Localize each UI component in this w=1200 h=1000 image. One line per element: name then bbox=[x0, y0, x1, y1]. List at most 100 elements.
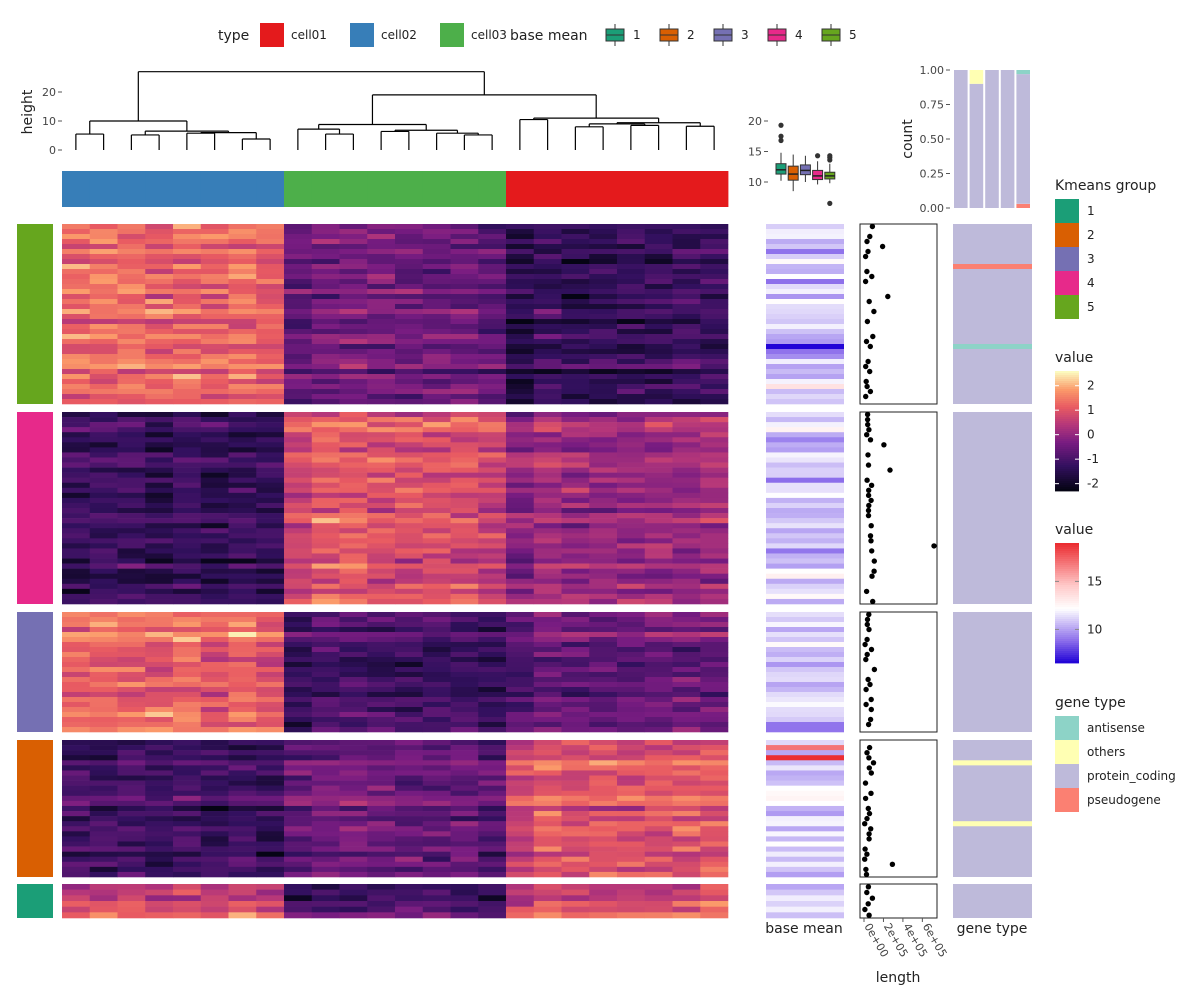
heatmap-cell bbox=[617, 760, 646, 766]
base-mean-cell bbox=[766, 379, 844, 385]
heatmap-cell bbox=[62, 477, 91, 484]
heatmap-cell bbox=[478, 800, 507, 807]
heatmap-cell bbox=[589, 672, 618, 678]
heatmap-cell bbox=[506, 497, 535, 504]
heatmap-cell bbox=[617, 906, 646, 913]
heatmap-cell bbox=[589, 508, 618, 514]
heatmap-cell bbox=[89, 712, 118, 718]
heatmap-cell bbox=[395, 379, 424, 385]
heatmap-cell bbox=[284, 901, 313, 907]
heatmap-cell bbox=[62, 264, 91, 270]
heatmap-cell bbox=[589, 578, 618, 585]
base-gradient-step bbox=[1055, 623, 1079, 626]
heatmap-cell bbox=[339, 487, 368, 494]
heatmap-cell bbox=[339, 856, 368, 863]
heatmap-cell bbox=[422, 627, 451, 633]
heatmap-cell bbox=[506, 249, 535, 255]
heatmap-cell bbox=[367, 374, 396, 380]
heatmap-cell bbox=[173, 344, 202, 350]
heatmap-cell bbox=[200, 399, 229, 405]
heatmap-cell bbox=[145, 785, 174, 792]
heatmap-cell bbox=[145, 457, 174, 463]
heatmap-cell bbox=[284, 447, 313, 453]
heatmap-cell bbox=[478, 234, 507, 240]
heat-legend-label: 0 bbox=[1087, 428, 1095, 442]
heatmap-cell bbox=[617, 765, 646, 771]
heatmap-cell bbox=[672, 598, 701, 605]
heatmap-cell bbox=[89, 682, 118, 688]
heatmap-cell bbox=[478, 712, 507, 718]
heatmap-cell bbox=[589, 279, 618, 285]
heatmap-cell bbox=[339, 254, 368, 260]
column-type-cell bbox=[700, 171, 729, 207]
heatmap-cell bbox=[200, 895, 229, 902]
heatmap-cell bbox=[311, 790, 340, 797]
heatmap-cell bbox=[173, 617, 202, 623]
heat-gradient-step bbox=[1055, 381, 1079, 384]
heatmap-cell bbox=[589, 795, 618, 802]
heatmap-cell bbox=[89, 279, 118, 285]
heatmap-cell bbox=[89, 432, 118, 438]
heatmap-cell bbox=[145, 612, 174, 618]
heatmap-cell bbox=[62, 884, 91, 890]
heatmap-cell bbox=[367, 309, 396, 315]
heatmap-cell bbox=[533, 632, 562, 638]
heatmap-cell bbox=[62, 354, 91, 360]
heatmap-cell bbox=[478, 284, 507, 290]
heatmap-cell bbox=[339, 851, 368, 857]
heat-gradient-step bbox=[1055, 437, 1079, 440]
heatmap-cell bbox=[117, 523, 146, 529]
heatmap-cell bbox=[117, 533, 146, 539]
heatmap-cell bbox=[145, 805, 174, 812]
heatmap-cell bbox=[173, 254, 202, 260]
heatmap-cell bbox=[478, 417, 507, 423]
heatmap-cell bbox=[617, 249, 646, 255]
heatmap-cell bbox=[173, 289, 202, 295]
heatmap-cell bbox=[700, 329, 729, 335]
heatmap-cell bbox=[284, 795, 313, 802]
heatmap-cell bbox=[339, 344, 368, 350]
base-mean-cell bbox=[766, 866, 844, 873]
heatmap-cell bbox=[395, 558, 424, 564]
heatmap-cell bbox=[589, 462, 618, 468]
heatmap-cell bbox=[200, 314, 229, 320]
heatmap-cell bbox=[311, 568, 340, 574]
heatmap-cell bbox=[478, 861, 507, 868]
heatmap-cell bbox=[339, 826, 368, 832]
column-type-cell bbox=[533, 171, 562, 207]
heatmap-cell bbox=[506, 508, 535, 514]
heatmap-cell bbox=[367, 740, 396, 746]
heatmap-cell bbox=[617, 299, 646, 305]
heatmap-cell bbox=[422, 717, 451, 723]
heatmap-cell bbox=[700, 740, 729, 746]
heatmap-cell bbox=[173, 627, 202, 633]
heatmap-cell bbox=[367, 314, 396, 320]
heatmap-cell bbox=[672, 745, 701, 751]
heatmap-cell bbox=[284, 895, 313, 902]
heatmap-cell bbox=[450, 811, 479, 817]
heatmap-cell bbox=[117, 294, 146, 300]
heatmap-cell bbox=[589, 533, 618, 539]
heatmap-cell bbox=[589, 677, 618, 683]
heatmap-cell bbox=[145, 750, 174, 756]
heatmap-cell bbox=[228, 687, 257, 693]
heatmap-cell bbox=[644, 775, 673, 781]
heatmap-cell bbox=[533, 627, 562, 633]
heatmap-cell bbox=[284, 553, 313, 559]
heatmap-cell bbox=[62, 770, 91, 776]
heatmap-cell bbox=[339, 745, 368, 751]
boxplot-y-tick: 10 bbox=[748, 176, 762, 189]
length-point bbox=[863, 701, 869, 708]
base-gradient-step bbox=[1055, 645, 1079, 648]
heatmap-cell bbox=[173, 274, 202, 280]
heatmap-cell bbox=[644, 866, 673, 873]
heatmap-cell bbox=[200, 811, 229, 817]
heatmap-cell bbox=[173, 359, 202, 365]
heatmap-cell bbox=[672, 339, 701, 345]
heatmap-cell bbox=[367, 422, 396, 428]
heatmap-cell bbox=[533, 657, 562, 663]
heatmap-cell bbox=[311, 578, 340, 585]
heatmap-cell bbox=[145, 652, 174, 658]
heatmap-cell bbox=[173, 487, 202, 494]
heatmap-cell bbox=[339, 467, 368, 473]
